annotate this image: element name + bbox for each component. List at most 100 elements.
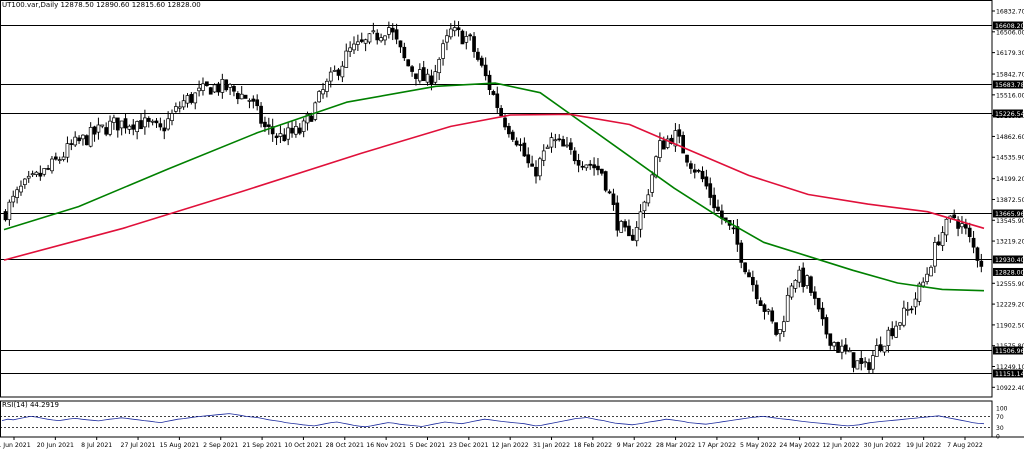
candle-body: [259, 105, 263, 124]
candle-body: [166, 118, 170, 130]
level-tag-label: 13665.96: [995, 211, 1024, 218]
time-tick-label: 24 May 2022: [779, 442, 819, 449]
candle-body: [328, 71, 333, 82]
candle-body: [112, 117, 116, 123]
candle-body: [208, 87, 213, 95]
candle-body: [735, 226, 740, 245]
time-tick-label: 9 Mar 2022: [617, 442, 652, 449]
candle-body: [971, 237, 976, 248]
candle-body: [874, 345, 879, 357]
candle-body: [146, 117, 151, 122]
candle-body: [115, 117, 120, 131]
candle-body: [843, 344, 848, 352]
candle-body: [23, 178, 27, 185]
level-tag-bg: [993, 80, 1023, 89]
candle-body: [665, 138, 670, 148]
candle-body: [483, 64, 488, 77]
time-tick-label: 15 Aug 2021: [160, 442, 200, 449]
candle-body: [487, 74, 492, 91]
price-tick-label: 15842.70: [996, 72, 1024, 79]
level-tag-bg: [993, 255, 1023, 264]
candle-body: [650, 174, 655, 193]
candle-body: [69, 143, 74, 145]
candle-body: [421, 67, 426, 82]
candle-body: [441, 43, 445, 59]
time-tick-label: 5 Dec 2021: [410, 442, 446, 449]
candle-body: [634, 227, 639, 242]
candle-body: [654, 156, 658, 178]
level-tag-bg: [993, 109, 1023, 118]
candle-body: [859, 358, 864, 364]
time-tick-label: 16 Nov 2021: [366, 442, 406, 449]
candle-body: [851, 352, 856, 368]
candle-body: [313, 102, 318, 120]
current-price-tag: [993, 267, 1023, 276]
level-tag-bg: [993, 209, 1023, 218]
candle-body: [367, 33, 372, 43]
candle-body: [73, 136, 78, 146]
candle-body: [235, 93, 240, 100]
candle-body: [92, 126, 97, 135]
price-tick-label: 16179.30: [996, 50, 1024, 57]
candle-body: [708, 183, 713, 198]
candle-body: [886, 329, 891, 346]
candle-body: [514, 140, 519, 146]
candle-body: [476, 51, 480, 60]
candle-body: [414, 73, 418, 79]
candle-body: [545, 146, 550, 149]
candle-body: [7, 201, 12, 220]
price-tick-label: 14199.20: [996, 176, 1024, 183]
candle-body: [669, 137, 674, 144]
time-tick-label: 7 Aug 2022: [947, 442, 983, 449]
candle-body: [944, 218, 949, 236]
candle-body: [503, 117, 507, 128]
candle-body: [104, 127, 109, 135]
candle-body: [584, 164, 589, 169]
ohlc-label: 12878.50 12890.60 12815.60 12828.00: [60, 1, 201, 9]
candle-body: [448, 28, 453, 38]
candle-body: [100, 124, 105, 127]
candle-body: [394, 29, 399, 40]
candle-body: [251, 98, 256, 102]
candle-body: [615, 202, 620, 231]
time-tick-label: 17 Apr 2022: [698, 442, 736, 449]
candle-body: [801, 267, 806, 287]
candle-body: [81, 134, 85, 140]
candle-body: [603, 171, 608, 191]
candle-body: [894, 325, 898, 338]
candle-body: [301, 120, 306, 132]
candle-body: [700, 170, 705, 180]
candle-body: [387, 27, 391, 35]
candle-body: [491, 91, 496, 95]
candle-body: [619, 221, 624, 233]
candle-body: [638, 211, 643, 230]
candle-body: [371, 30, 376, 33]
rsi-pane-frame: [0, 400, 993, 438]
candle-body: [445, 35, 449, 43]
candle-body: [42, 168, 47, 175]
candle-body: [410, 66, 414, 72]
candle-body: [758, 300, 763, 306]
candle-body: [572, 150, 577, 162]
candle-body: [774, 322, 778, 335]
candle-body: [317, 91, 321, 103]
candle-body: [309, 115, 314, 122]
candle-body: [162, 127, 167, 132]
rsi-tick-label: 0: [996, 434, 1000, 441]
time-tick-label: 31 Jan 2022: [533, 442, 570, 449]
candle-body: [406, 59, 411, 67]
candle-body: [383, 35, 387, 41]
candle-body: [658, 140, 662, 158]
candle-body: [592, 164, 596, 169]
candle-body: [174, 106, 178, 112]
candle-body: [685, 154, 689, 163]
time-tick-label: 18 Feb 2022: [574, 442, 613, 449]
candle-body: [429, 75, 434, 85]
price-tick-label: 12555.90: [996, 281, 1024, 288]
candle-body: [913, 298, 918, 308]
level-tag-bg: [993, 346, 1023, 355]
candle-body: [305, 113, 310, 124]
candle-body: [290, 127, 294, 134]
chart-header: UT100.var,Daily 12878.50 12890.60 12815.…: [2, 1, 201, 9]
candle-body: [336, 69, 341, 76]
